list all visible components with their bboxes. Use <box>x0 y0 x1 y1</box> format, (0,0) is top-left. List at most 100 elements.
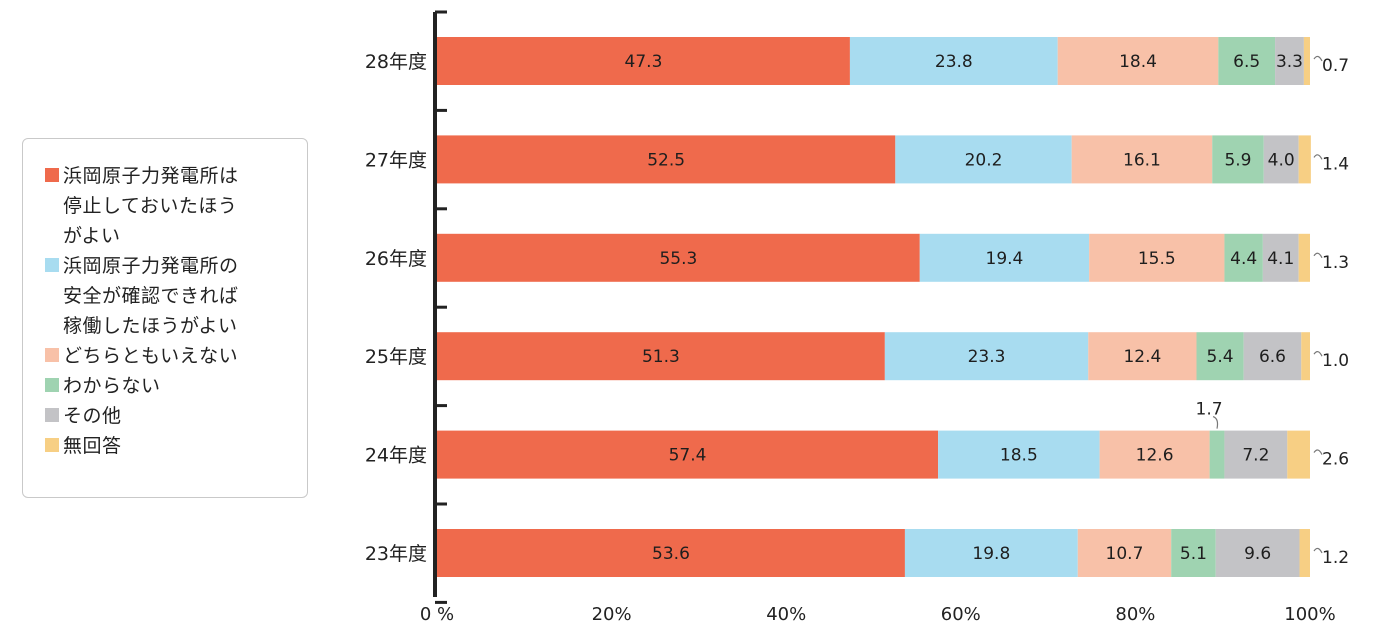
legend-swatch <box>45 438 59 452</box>
legend-label: 無回答 <box>63 435 122 457</box>
data-label: 4.4 <box>1230 249 1257 269</box>
bar-segment <box>437 332 885 381</box>
legend-label: どちらともいえない <box>63 345 239 367</box>
data-label-leader <box>1212 416 1219 429</box>
data-label: 9.6 <box>1244 544 1271 564</box>
legend-swatch <box>45 378 59 392</box>
data-label: 5.1 <box>1180 544 1207 564</box>
bar-segment <box>1224 233 1263 282</box>
data-label: 1.3 <box>1322 253 1349 273</box>
legend-swatch <box>45 408 59 422</box>
x-tick-label: 0 % <box>420 604 454 625</box>
data-label-leader <box>1313 449 1323 455</box>
legend-swatch <box>45 258 59 272</box>
bar-segment <box>1196 332 1244 381</box>
data-label: 20.2 <box>965 150 1003 170</box>
x-tick-label: 40% <box>766 604 806 625</box>
chart-legend: 浜岡原子力発電所は 停止しておいたほう がよい 浜岡原子力発電所の 安全が確認で… <box>22 138 308 498</box>
data-label: 18.5 <box>1000 446 1038 466</box>
bar-segment <box>1218 37 1276 85</box>
data-label: 4.0 <box>1268 150 1295 170</box>
data-label: 6.6 <box>1259 347 1286 367</box>
data-label: 1.7 <box>1196 400 1223 420</box>
bar-segment <box>919 233 1090 282</box>
legend-item-stop: 浜岡原子力発電所は 停止しておいたほう がよい <box>45 161 297 251</box>
data-label: 2.6 <box>1322 450 1349 470</box>
bar-segment <box>1287 430 1310 479</box>
data-label: 5.9 <box>1224 150 1251 170</box>
bar-segment <box>437 37 850 85</box>
legend-label: 浜岡原子力発電所は 停止しておいたほう がよい <box>63 165 239 247</box>
bar-segment <box>938 430 1100 479</box>
bar-segment <box>1303 37 1310 85</box>
bar-segment <box>1212 135 1264 184</box>
legend-label: 浜岡原子力発電所の 安全が確認できれば 稼働したほうがよい <box>63 255 239 337</box>
legend-item-unknown: わからない <box>45 371 297 401</box>
data-label: 16.1 <box>1123 150 1161 170</box>
bar-segment <box>904 529 1078 577</box>
bar-segment <box>1089 233 1225 282</box>
data-label: 7.2 <box>1242 446 1269 466</box>
x-tick-label: 100% <box>1284 604 1335 625</box>
data-label: 23.8 <box>935 52 973 72</box>
data-label: 52.5 <box>647 150 685 170</box>
bar-segment <box>1057 37 1219 85</box>
bar-segment <box>1071 135 1213 184</box>
category-label: 24年度 <box>365 445 427 467</box>
bar-segment <box>1298 233 1310 282</box>
bar-segment <box>1209 430 1225 479</box>
bar-segment <box>437 430 939 479</box>
bar-segment <box>1099 430 1210 479</box>
data-label-leader <box>1313 154 1323 160</box>
legend-label: その他 <box>63 405 122 427</box>
data-label-leader <box>1313 252 1323 259</box>
data-label: 12.6 <box>1136 446 1174 466</box>
data-label: 18.4 <box>1119 52 1157 72</box>
data-label: 57.4 <box>669 446 707 466</box>
data-label: 19.4 <box>986 249 1024 269</box>
bar-segment <box>884 332 1089 381</box>
x-tick-label: 80% <box>1115 604 1155 625</box>
data-label: 10.7 <box>1106 544 1144 564</box>
bar-segment <box>1298 135 1311 184</box>
data-label: 5.4 <box>1207 347 1234 367</box>
bar-segment <box>895 135 1072 184</box>
data-label: 1.2 <box>1322 548 1349 568</box>
bar-segment <box>1263 135 1299 184</box>
data-label: 55.3 <box>659 249 697 269</box>
bar-segment <box>1088 332 1197 381</box>
bar-segment <box>437 233 920 282</box>
bar-segment <box>1301 332 1310 381</box>
data-label: 12.4 <box>1123 347 1161 367</box>
bar-segment <box>437 529 905 577</box>
legend-item-neither: どちらともいえない <box>45 341 297 371</box>
x-tick-label: 60% <box>941 604 981 625</box>
data-label-leader <box>1313 351 1323 357</box>
category-label: 28年度 <box>365 51 427 73</box>
data-label: 51.3 <box>642 347 680 367</box>
data-label: 23.3 <box>968 347 1006 367</box>
legend-swatch <box>45 348 59 362</box>
category-label: 23年度 <box>365 543 427 565</box>
legend-item-no-answer: 無回答 <box>45 431 297 461</box>
bar-segment <box>1077 529 1172 577</box>
data-label-leader <box>1313 55 1323 62</box>
legend-swatch <box>45 168 59 182</box>
data-label: 47.3 <box>625 52 663 72</box>
data-label: 3.3 <box>1276 52 1303 72</box>
category-label: 27年度 <box>365 149 427 171</box>
data-label: 1.0 <box>1322 351 1349 371</box>
category-label: 25年度 <box>365 346 427 368</box>
category-label: 26年度 <box>365 248 427 270</box>
x-tick-label: 20% <box>592 604 632 625</box>
bar-segment <box>1299 529 1310 577</box>
bar-segment <box>1224 430 1288 479</box>
data-label: 15.5 <box>1138 249 1176 269</box>
legend-item-operate: 浜岡原子力発電所の 安全が確認できれば 稼働したほうがよい <box>45 251 297 341</box>
data-label: 4.1 <box>1267 249 1294 269</box>
legend-label: わからない <box>63 375 161 397</box>
data-label: 1.4 <box>1322 154 1349 174</box>
bar-segment <box>1243 332 1302 381</box>
bar-segment <box>1215 529 1300 577</box>
